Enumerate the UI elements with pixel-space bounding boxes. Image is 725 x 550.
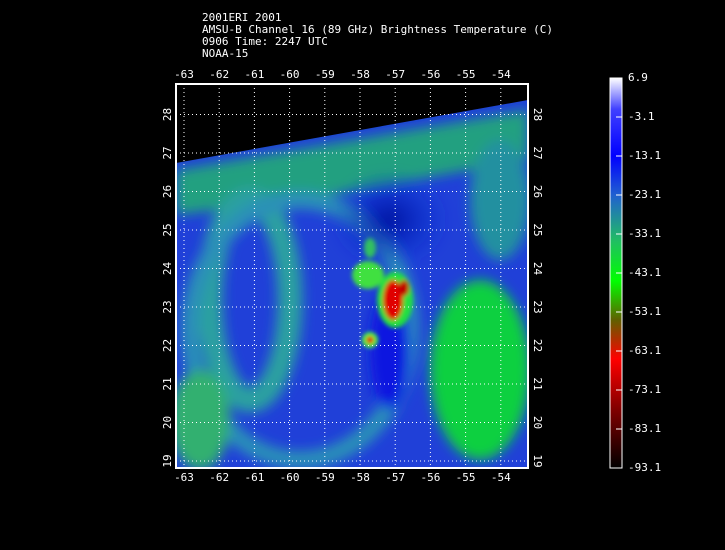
colorbar-label: -83.1 (628, 422, 661, 435)
lat-label: 26 (161, 185, 174, 198)
lat-label: 27 (531, 146, 544, 159)
colorbar-label: -93.1 (628, 461, 661, 474)
lon-label: -58 (350, 68, 370, 81)
header-line: 0906 Time: 2247 UTC (202, 35, 328, 48)
lon-label: -63 (174, 471, 194, 484)
lat-label: 25 (161, 223, 174, 236)
lat-label: 23 (161, 300, 174, 313)
lat-label: 24 (531, 262, 544, 276)
lat-label: 21 (161, 377, 174, 390)
lon-label: -61 (244, 471, 264, 484)
lon-label: -62 (209, 68, 229, 81)
colorbar-label: 6.9 (628, 71, 648, 84)
lat-label: 28 (161, 108, 174, 121)
lat-label: 23 (531, 300, 544, 313)
colorbar-label: -3.1 (628, 110, 655, 123)
header-line: AMSU-B Channel 16 (89 GHz) Brightness Te… (202, 23, 553, 36)
colorbar-label: -43.1 (628, 266, 661, 279)
lon-label: -56 (420, 68, 440, 81)
lon-label: -57 (385, 471, 405, 484)
lat-label: 22 (531, 339, 544, 352)
lon-label: -59 (315, 471, 335, 484)
lon-label: -59 (315, 68, 335, 81)
lon-label: -56 (420, 471, 440, 484)
colorbar-label: -63.1 (628, 344, 661, 357)
header-line: NOAA-15 (202, 47, 248, 60)
colorbar-label: -33.1 (628, 227, 661, 240)
lat-label: 20 (161, 416, 174, 429)
colorbar-label: -53.1 (628, 305, 661, 318)
lat-label: 19 (161, 454, 174, 467)
brightness-image (176, 100, 528, 468)
lon-label: -60 (280, 68, 300, 81)
lat-label: 20 (531, 416, 544, 429)
colorbar-label: -73.1 (628, 383, 661, 396)
lat-label: 22 (161, 339, 174, 352)
lon-label: -55 (456, 471, 476, 484)
lon-label: -60 (280, 471, 300, 484)
lat-label: 19 (531, 454, 544, 467)
lon-label: -54 (491, 68, 511, 81)
grid (176, 84, 528, 468)
lon-label: -62 (209, 471, 229, 484)
lon-label: -58 (350, 471, 370, 484)
lat-label: 27 (161, 146, 174, 159)
lat-label: 21 (531, 377, 544, 390)
colorbar-label: -13.1 (628, 149, 661, 162)
lon-label: -54 (491, 471, 511, 484)
lat-label: 25 (531, 223, 544, 236)
lon-label: -55 (456, 68, 476, 81)
colorbar-label: -23.1 (628, 188, 661, 201)
lat-label: 26 (531, 185, 544, 198)
map-frame (175, 83, 529, 469)
lon-label: -63 (174, 68, 194, 81)
lat-label: 24 (161, 262, 174, 276)
lon-label: -57 (385, 68, 405, 81)
lon-label: -61 (244, 68, 264, 81)
header-line: 2001ERI 2001 (202, 11, 281, 24)
lat-label: 28 (531, 108, 544, 121)
